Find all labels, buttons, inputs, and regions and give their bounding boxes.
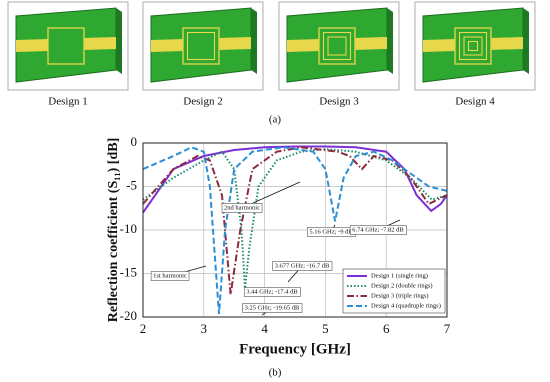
ring — [463, 36, 483, 56]
annotation: 2nd harmonic — [221, 181, 301, 213]
x-tick-label: 2 — [140, 321, 147, 336]
annotation-text: 2nd harmonic — [224, 204, 260, 211]
y-tick-label: -5 — [126, 177, 137, 192]
patch — [318, 27, 356, 65]
annotation: 3.44 GHz; -17.4 dB — [243, 287, 301, 297]
y-tick-label: 0 — [131, 134, 138, 149]
y-tick-label: -20 — [120, 308, 137, 323]
annotation-text: 1st harmonic — [153, 272, 187, 279]
annotation-box — [150, 271, 190, 281]
patch — [182, 27, 220, 65]
ring — [458, 31, 488, 61]
legend-label: Design 2 (double rings) — [371, 282, 433, 289]
legend-label: Design 3 (triple rings) — [371, 292, 429, 299]
annotation: 3.25 GHz; -19.65 dB — [242, 303, 303, 316]
x-tick-label: 5 — [322, 321, 329, 336]
panel-label: (a) — [269, 114, 282, 126]
series-line — [142, 145, 448, 214]
annotation-text: 3.677 GHz; -16.7 dB — [275, 262, 330, 269]
annotation-box — [221, 203, 263, 213]
patch — [454, 27, 492, 65]
ring — [322, 31, 352, 61]
y-axis-title: Reflection coefficient (S₁₁) [dB] — [106, 138, 121, 323]
y-tick-label: -15 — [120, 264, 137, 279]
x-tick-label: 6 — [383, 321, 390, 336]
x-tick-label: 3 — [201, 321, 208, 336]
series-line — [142, 148, 448, 289]
plot-frame — [142, 142, 448, 318]
substrate-side — [523, 8, 529, 74]
x-axis-title: Frequency [GHz] — [239, 341, 351, 357]
patch — [47, 27, 85, 65]
substrate-side — [387, 8, 393, 74]
annotation: 1st harmonic — [150, 265, 207, 281]
y-tick-label: -10 — [120, 221, 137, 236]
legend-label: Design 4 (quadruple rings) — [371, 302, 441, 309]
annotation-box — [272, 261, 333, 271]
ring — [186, 31, 216, 61]
legend-label: Design 1 (single ring) — [371, 272, 428, 279]
ring — [467, 40, 479, 52]
annotation: 3.677 GHz; -16.7 dB — [272, 261, 333, 283]
annotation-box — [243, 287, 301, 297]
annotation-text: 5.16 GHz; -9 dB — [309, 228, 353, 235]
series-line — [142, 146, 448, 315]
design-caption: Design 4 — [455, 96, 495, 108]
annotation-text: 3.25 GHz; -19.65 dB — [245, 304, 300, 311]
annotation: 6.74 GHz; -7.82 dB — [349, 219, 407, 235]
annotation-text: 3.44 GHz; -17.4 dB — [246, 288, 298, 295]
substrate-side — [251, 8, 257, 74]
design-caption: Design 2 — [183, 96, 222, 108]
x-tick-label: 7 — [444, 321, 451, 336]
design-caption: Design 3 — [319, 96, 359, 108]
annotation-text: 6.74 GHz; -7.82 dB — [352, 226, 404, 233]
annotation-box — [349, 225, 407, 235]
x-tick-label: 4 — [261, 321, 268, 336]
design-caption: Design 1 — [48, 96, 87, 108]
ring — [327, 36, 347, 56]
substrate-side — [116, 8, 122, 74]
panel-label: (b) — [269, 367, 282, 379]
annotation-box — [242, 303, 303, 313]
